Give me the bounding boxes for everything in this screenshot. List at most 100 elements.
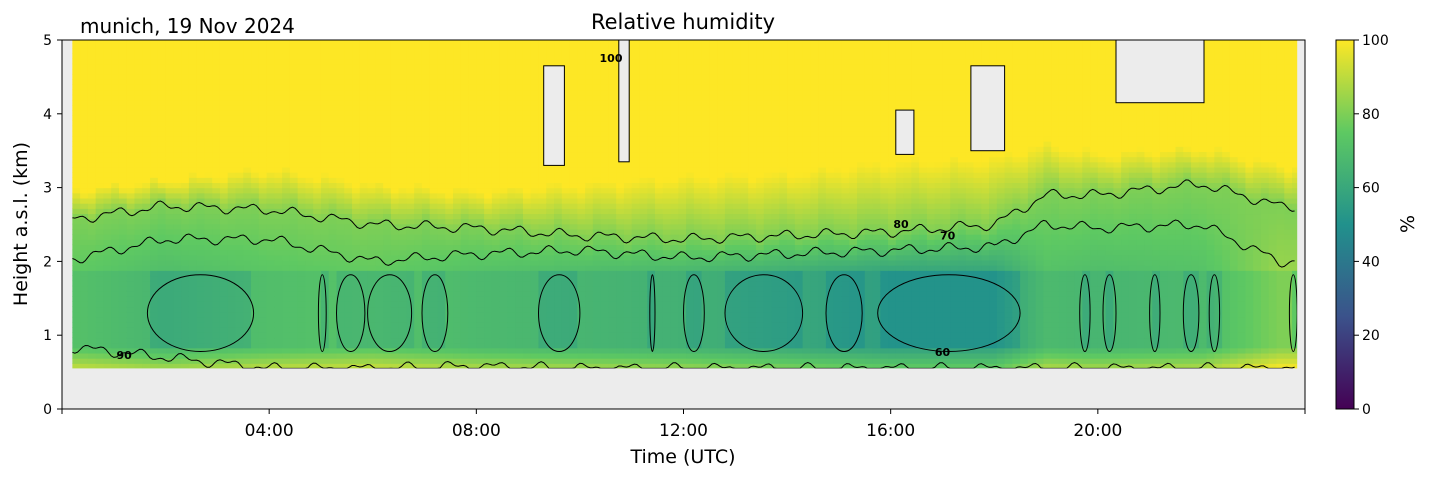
field-cell [569,197,578,204]
field-cell [103,42,112,49]
field-cell [336,213,345,220]
field-cell [569,120,578,127]
field-cell [142,104,151,111]
field-cell [670,213,679,220]
field-cell [289,172,299,178]
field-cell [196,48,206,54]
field-cell [282,197,291,204]
field-cell [499,79,509,85]
field-cell [383,84,392,91]
field-cell [445,296,454,302]
field-cell [289,228,299,235]
field-cell [631,228,641,235]
field-cell [118,265,128,271]
field-cell [150,99,159,106]
field-cell [227,234,237,240]
field-cell [406,228,415,235]
field-cell [538,347,547,354]
field-cell [289,192,299,199]
field-cell [476,208,485,215]
field-cell [577,218,586,225]
field-cell [515,166,524,173]
field-cell [328,223,338,230]
field-cell [344,68,353,75]
field-cell [181,84,190,91]
field-cell [631,125,641,132]
field-cell [243,228,252,235]
field-cell [212,363,221,370]
field-cell [72,270,81,277]
field-cell [72,311,81,318]
field-cell [313,337,322,344]
field-cell [421,223,431,230]
field-cell [460,327,470,333]
field-cell [126,182,136,189]
field-cell [453,192,462,199]
field-cell [243,48,252,54]
field-cell [219,79,229,85]
field-cell [142,347,151,354]
field-cell [421,104,431,111]
field-cell [421,42,431,49]
field-cell [554,254,563,261]
field-cell [336,104,345,111]
field-cell [515,177,524,184]
field-cell [359,306,369,313]
field-cell [305,187,314,194]
field-cell [655,161,664,168]
field-cell [491,342,501,349]
field-cell [181,223,190,230]
field-cell [429,84,439,91]
field-cell [406,166,415,173]
field-cell [87,135,97,142]
field-cell [80,321,89,328]
field-cell [212,306,221,313]
field-cell [243,104,252,111]
field-cell [118,84,128,91]
field-cell [227,342,237,349]
field-cell [297,280,307,287]
field-cell [662,40,672,44]
field-cell [266,270,275,277]
field-cell [204,316,213,323]
field-cell [631,187,641,194]
field-cell [235,161,244,168]
field-cell [118,177,128,184]
field-cell [569,42,578,49]
field-cell [80,254,89,261]
field-cell [305,306,314,313]
field-cell [375,151,384,158]
field-cell [243,172,252,178]
field-cell [150,311,159,318]
field-cell [484,363,493,370]
field-cell [600,280,609,287]
field-cell [406,172,415,178]
field-cell [173,187,182,194]
field-cell [111,192,120,199]
field-cell [507,63,516,70]
field-cell [608,316,617,323]
field-cell [181,249,190,256]
field-cell [522,311,532,318]
field-cell [538,239,547,246]
field-cell [515,249,524,256]
field-cell [282,239,291,246]
field-cell [352,337,361,344]
field-cell [522,182,532,189]
field-cell [111,352,120,359]
field-cell [328,285,338,292]
field-cell [352,285,361,292]
field-cell [631,48,641,54]
field-cell [111,42,120,49]
field-cell [554,270,563,277]
field-cell [212,218,221,225]
field-cell [212,42,221,49]
field-cell [515,280,524,287]
field-cell [585,280,594,287]
field-cell [569,156,578,163]
field-cell [134,115,143,122]
field-cell [80,79,89,85]
field-cell [305,182,314,189]
field-cell [515,53,524,60]
field-cell [87,42,97,49]
